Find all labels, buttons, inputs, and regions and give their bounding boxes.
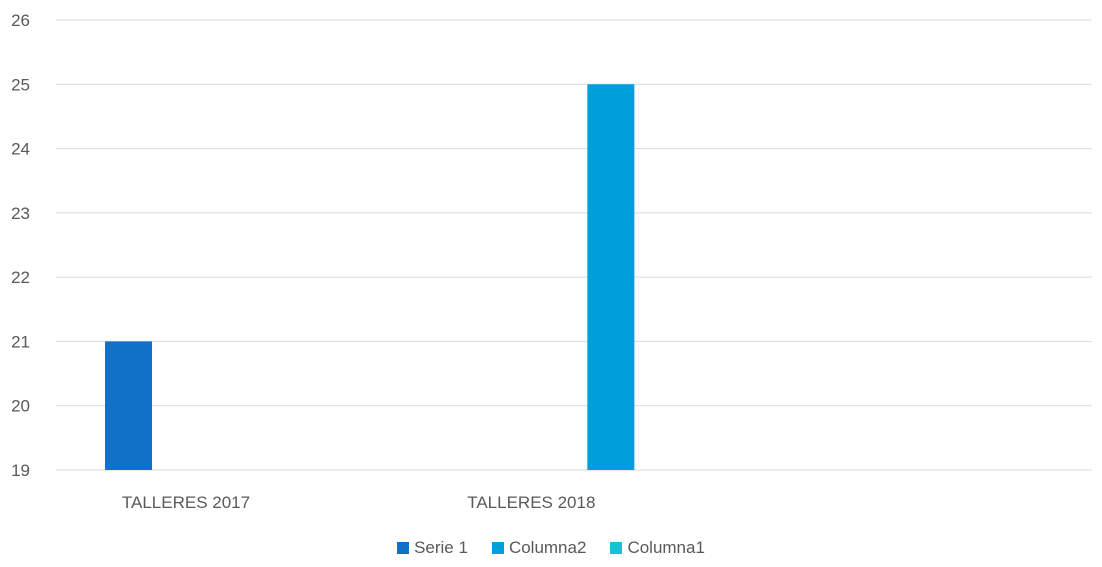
legend-item: Columna2: [491, 538, 587, 558]
gridlines: [56, 19, 1092, 471]
legend: Serie 1 Columna2 Columna1: [0, 538, 1102, 558]
legend-swatch: [397, 542, 410, 554]
y-tick-label: 19: [11, 461, 30, 480]
bars: [105, 84, 635, 471]
legend-label: Columna2: [508, 538, 587, 557]
x-axis-category-labels: TALLERES 2017 TALLERES 2018: [122, 493, 596, 512]
bar-columna2-1: [587, 84, 635, 471]
y-tick-label: 25: [11, 75, 30, 94]
legend-swatch: [610, 542, 623, 554]
y-tick-label: 20: [11, 397, 30, 416]
x-category-label: TALLERES 2018: [467, 493, 595, 512]
legend-item: Columna1: [610, 538, 705, 558]
y-tick-label: 23: [11, 204, 30, 223]
x-category-label: TALLERES 2017: [122, 493, 250, 512]
y-tick-label: 21: [11, 332, 30, 351]
y-tick-label: 26: [11, 11, 30, 30]
y-tick-label: 22: [11, 268, 30, 287]
y-tick-label: 24: [11, 140, 30, 159]
bar-serie-1-0: [105, 341, 152, 470]
legend-item: Serie 1: [397, 538, 468, 558]
legend-label: Columna1: [627, 538, 705, 557]
legend-label: Serie 1: [414, 538, 468, 557]
y-axis-tick-labels: 19 20 21 22 23 24 25 26: [11, 11, 30, 480]
legend-swatch: [491, 542, 504, 554]
